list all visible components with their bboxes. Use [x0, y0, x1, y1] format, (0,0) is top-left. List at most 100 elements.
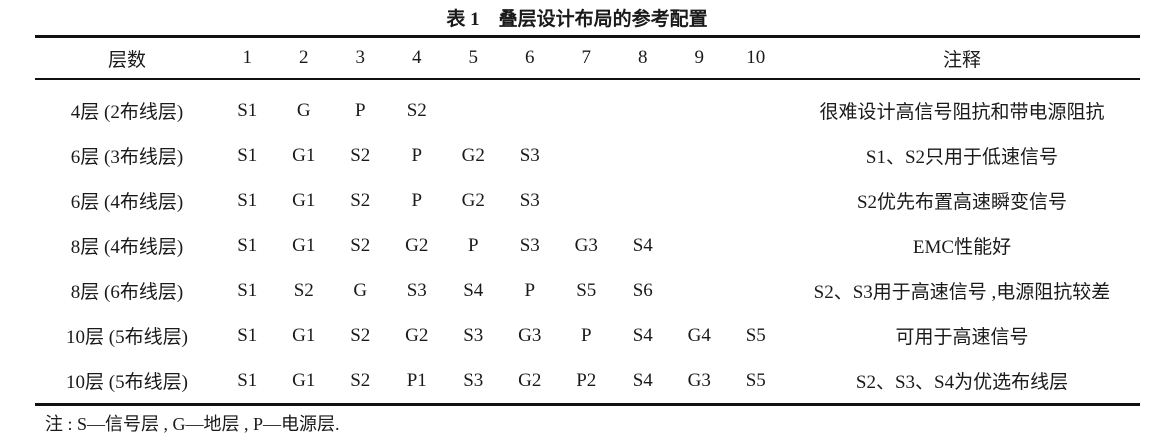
column-header: 1 [242, 47, 253, 68]
layer-cell: P [580, 324, 592, 346]
column-header: 9 [694, 47, 705, 68]
layer-cell: G3 [687, 369, 711, 391]
table-title: 表 1 叠层设计布局的参考配置 [446, 9, 708, 30]
layer-cell: S2 [350, 324, 371, 346]
column-header: 5 [468, 47, 479, 68]
layer-cell [445, 79, 502, 133]
layer-cell [671, 79, 728, 133]
layer-cell [558, 133, 615, 178]
layer-cell: G1 [292, 324, 316, 346]
layer-cell: G2 [461, 189, 485, 211]
note-cell: S1、S2只用于低速信号 [865, 147, 1059, 168]
layer-cell: S1 [237, 369, 258, 391]
note-cell: 很难设计高信号阻抗和带电源阻抗 [819, 102, 1105, 123]
layer-count-cell: 6层 (3布线层) [70, 147, 184, 168]
layer-cell: G1 [292, 144, 316, 166]
table-row: 6层 (3布线层) S1 G1 S2 P G2 S3 S1、S2只用于低速信号 [35, 133, 1140, 178]
layer-cell [558, 79, 615, 133]
column-header: 8 [638, 47, 648, 68]
layer-cell [728, 223, 785, 268]
layer-cell [728, 268, 785, 313]
note-cell: S2优先布置高速瞬变信号 [856, 192, 1068, 213]
layer-cell: G [296, 99, 311, 121]
column-header: 10 [746, 47, 766, 68]
stackup-table: 层数 1 2 3 4 5 6 7 8 9 10 注释 4层 (2布线层) S1 G P S2 很难设计高信号阻抗… [35, 35, 1140, 406]
layer-cell: G4 [687, 324, 711, 346]
layer-cell: S2 [350, 189, 371, 211]
layer-cell [615, 79, 672, 133]
layer-cell [615, 133, 672, 178]
layer-cell [558, 178, 615, 223]
note-cell: S2、S3、S4为优选布线层 [855, 372, 1069, 393]
layer-cell: G [353, 279, 368, 301]
layer-cell: P [411, 189, 423, 211]
column-header: 6 [525, 47, 535, 68]
layer-cell: S4 [632, 324, 653, 346]
layer-cell: G3 [518, 324, 542, 346]
layer-cell: G2 [461, 144, 485, 166]
layer-cell: P [524, 279, 536, 301]
layer-cell [671, 223, 728, 268]
layer-cell [728, 133, 785, 178]
layer-cell [728, 79, 785, 133]
layer-cell: G1 [292, 369, 316, 391]
layer-cell: G2 [405, 324, 429, 346]
layer-cell: S5 [745, 324, 766, 346]
layer-cell: S3 [519, 234, 540, 256]
table-row: 8层 (6布线层) S1 S2 G S3 S4 P S5 S6 S2、S3用于高速信号 ,电源阻抗… [35, 268, 1140, 313]
layer-cell [728, 178, 785, 223]
layer-cell: S2 [350, 369, 371, 391]
table-row: 8层 (4布线层) S1 G1 S2 G2 P S3 G3 S4 EMC性能好 [35, 223, 1140, 268]
footnote: 注 : S—信号层 , G—地层 , P—电源层. [45, 414, 340, 434]
layer-cell: S3 [463, 369, 484, 391]
layer-cell: G3 [574, 234, 598, 256]
note-cell: 可用于高速信号 [895, 327, 1029, 348]
layer-count-cell: 8层 (6布线层) [70, 282, 184, 303]
layer-count-cell: 4层 (2布线层) [70, 102, 184, 123]
layer-cell: G1 [292, 234, 316, 256]
layer-cell: P [467, 234, 479, 256]
layer-cell: S2 [406, 99, 427, 121]
layer-cell: S5 [576, 279, 597, 301]
layer-cell: S3 [406, 279, 427, 301]
layer-cell: S6 [632, 279, 653, 301]
layer-count-cell: 10层 (5布线层) [66, 372, 188, 393]
header-row: 层数 1 2 3 4 5 6 7 8 9 10 注释 [35, 36, 1140, 79]
layer-cell: P1 [406, 369, 427, 391]
layer-cell: S1 [237, 279, 258, 301]
layer-cell: S2 [293, 279, 314, 301]
layer-cell: G2 [405, 234, 429, 256]
column-header: 注释 [942, 49, 981, 71]
layer-count-cell: 6层 (4布线层) [70, 192, 184, 213]
layer-cell: G2 [518, 369, 542, 391]
layer-cell [615, 178, 672, 223]
table-row: 6层 (4布线层) S1 G1 S2 P G2 S3 S2优先布置高速瞬变信号 [35, 178, 1140, 223]
layer-cell: S5 [745, 369, 766, 391]
layer-cell: S3 [519, 144, 540, 166]
table-row: 10层 (5布线层) S1 G1 S2 G2 S3 G3 P S4 G4 S5 可用于高速信号 [35, 313, 1140, 358]
table-row: 10层 (5布线层) S1 G1 S2 P1 S3 G2 P2 S4 G3 S5 S2、S3、S4为优… [35, 358, 1140, 405]
layer-cell: S2 [350, 144, 371, 166]
column-header: 3 [355, 47, 366, 68]
table-row: 4层 (2布线层) S1 G P S2 很难设计高信号阻抗和带电源阻抗 [35, 79, 1140, 133]
column-header: 4 [412, 47, 422, 68]
layer-cell: S1 [237, 99, 258, 121]
layer-cell: S4 [632, 369, 653, 391]
layer-cell: S1 [237, 189, 258, 211]
column-header: 层数 [107, 49, 146, 71]
layer-cell: P2 [576, 369, 597, 391]
layer-cell [671, 268, 728, 313]
layer-cell: S1 [237, 144, 258, 166]
layer-count-cell: 8层 (4布线层) [70, 237, 184, 258]
column-header: 7 [581, 47, 592, 68]
layer-cell: G1 [292, 189, 316, 211]
layer-cell: S2 [350, 234, 371, 256]
layer-cell: S4 [463, 279, 484, 301]
layer-cell [671, 178, 728, 223]
layer-cell [671, 133, 728, 178]
layer-cell: S1 [237, 234, 258, 256]
layer-cell [502, 79, 559, 133]
column-header: 2 [299, 47, 309, 68]
layer-cell: S4 [632, 234, 653, 256]
note-cell: S2、S3用于高速信号 ,电源阻抗较差 [813, 282, 1111, 303]
